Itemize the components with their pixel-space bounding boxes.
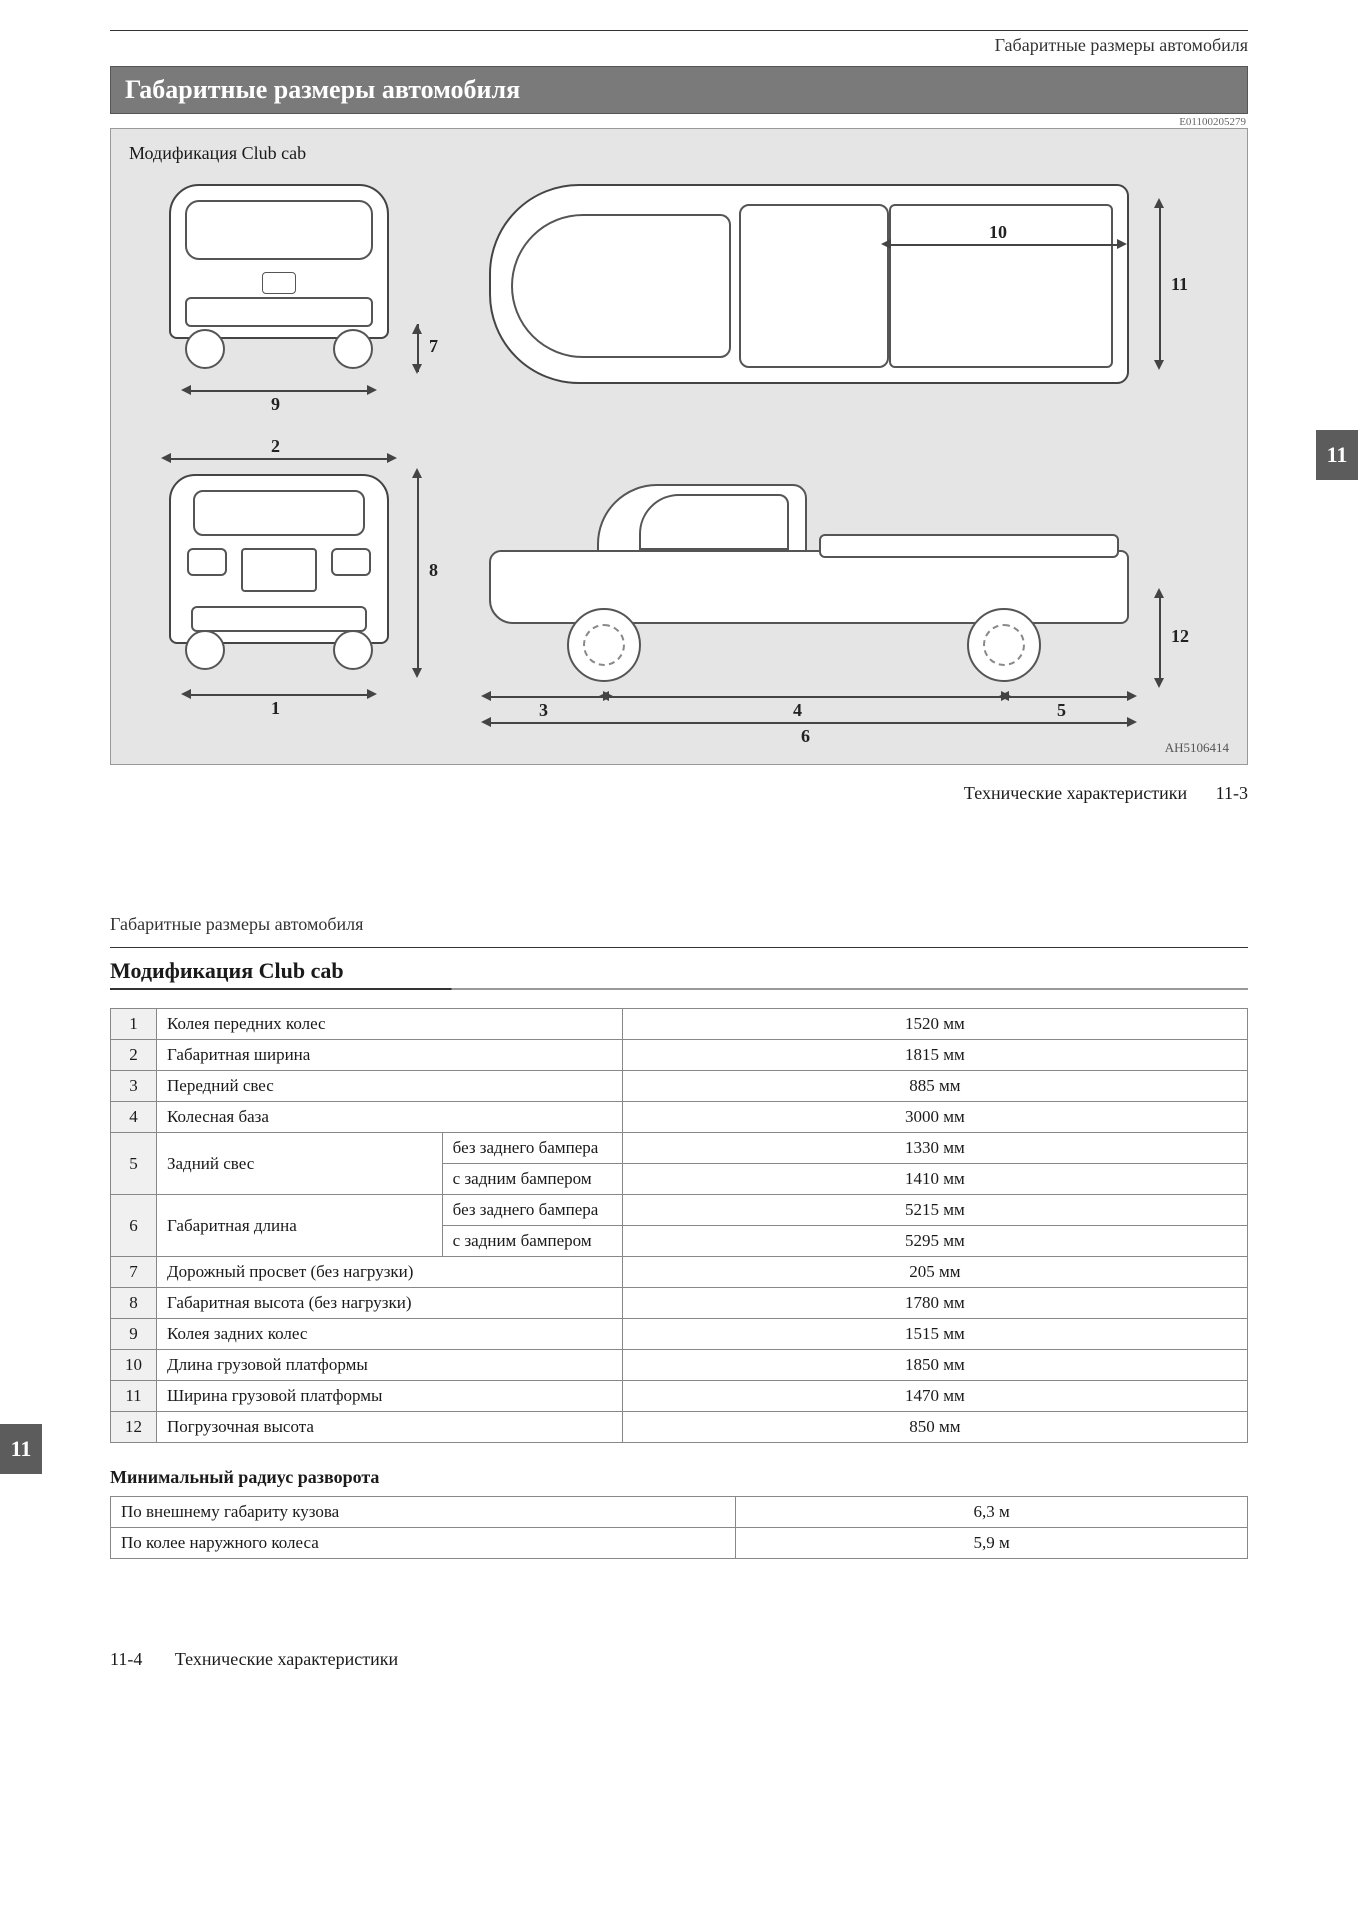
row-index: 10 xyxy=(111,1350,157,1381)
section-title: Модификация Club cab xyxy=(110,958,1248,984)
row-value: 850 мм xyxy=(622,1412,1247,1443)
row-label: Дорожный просвет (без нагрузки) xyxy=(157,1257,623,1288)
row-value: 3000 мм xyxy=(622,1102,1247,1133)
section-title-bar: Габаритные размеры автомобиля xyxy=(110,66,1248,114)
row-index: 3 xyxy=(111,1071,157,1102)
turning-radius-title: Минимальный радиус разворота xyxy=(110,1467,1248,1488)
row-label: Колея задних колес xyxy=(157,1319,623,1350)
page1-footer: Технические характеристики 11-3 xyxy=(110,783,1248,804)
reference-code: E01100205279 xyxy=(110,116,1246,128)
row-value: 1410 мм xyxy=(622,1164,1247,1195)
page2-footer: 11-4 Технические характеристики xyxy=(110,1649,1248,1670)
row-sublabel: без заднего бампера xyxy=(442,1195,622,1226)
diagram-panel: Модификация Club cab 7 9 xyxy=(110,128,1248,765)
row-value: 1515 мм xyxy=(622,1319,1247,1350)
running-header: Габаритные размеры автомобиля xyxy=(110,35,1248,56)
row-label: Габаритная ширина xyxy=(157,1040,623,1071)
row-index: 5 xyxy=(111,1133,157,1195)
running-header-2: Габаритные размеры автомобиля xyxy=(110,914,1248,935)
dim-label-6: 6 xyxy=(801,726,810,747)
dim-label-2: 2 xyxy=(271,436,280,457)
row-value: 885 мм xyxy=(622,1071,1247,1102)
front-wheel xyxy=(185,630,225,670)
dim-label-3: 3 xyxy=(539,700,548,721)
row-index: 4 xyxy=(111,1102,157,1133)
row-index: 11 xyxy=(111,1381,157,1412)
row-label: Колесная база xyxy=(157,1102,623,1133)
rear-wheel xyxy=(333,329,373,369)
side-rear-wheel xyxy=(967,608,1041,682)
dim-label-7: 7 xyxy=(429,336,438,357)
turn-row-label: По внешнему габариту кузова xyxy=(111,1497,736,1528)
page-2: 11 Габаритные размеры автомобиля Модифик… xyxy=(0,864,1358,1730)
row-label: Погрузочная высота xyxy=(157,1412,623,1443)
rear-wheel xyxy=(185,329,225,369)
dimensions-table: 1Колея передних колес1520 мм2Габаритная … xyxy=(110,1008,1248,1443)
dim-label-1: 1 xyxy=(271,698,280,719)
front-wheel xyxy=(333,630,373,670)
row-value: 1850 мм xyxy=(622,1350,1247,1381)
row-value: 1780 мм xyxy=(622,1288,1247,1319)
row-sublabel: с задним бампером xyxy=(442,1164,622,1195)
top-rule xyxy=(110,30,1248,31)
page-1: 11 Габаритные размеры автомобиля Габарит… xyxy=(0,0,1358,864)
side-front-wheel xyxy=(567,608,641,682)
row-sublabel: с задним бампером xyxy=(442,1226,622,1257)
diagram-caption: Модификация Club cab xyxy=(129,143,1229,164)
row-label: Задний свес xyxy=(157,1133,443,1195)
dim-label-8: 8 xyxy=(429,560,438,581)
row-value: 1470 мм xyxy=(622,1381,1247,1412)
row-value: 1520 мм xyxy=(622,1009,1247,1040)
row-value: 1815 мм xyxy=(622,1040,1247,1071)
diagram-area: 7 9 10 11 xyxy=(129,174,1229,734)
turn-row-value: 5,9 м xyxy=(736,1528,1248,1559)
row-label: Колея передних колес xyxy=(157,1009,623,1040)
row-label: Ширина грузовой платформы xyxy=(157,1381,623,1412)
dim-label-4: 4 xyxy=(793,700,802,721)
vehicle-rear-view xyxy=(169,184,389,339)
turn-row-value: 6,3 м xyxy=(736,1497,1248,1528)
footer-section: Технические характеристики xyxy=(964,783,1187,803)
row-index: 8 xyxy=(111,1288,157,1319)
row-label: Габаритная высота (без нагрузки) xyxy=(157,1288,623,1319)
row-index: 9 xyxy=(111,1319,157,1350)
row-label: Габаритная длина xyxy=(157,1195,443,1257)
row-index: 1 xyxy=(111,1009,157,1040)
row-value: 5215 мм xyxy=(622,1195,1247,1226)
footer-section-2: Технические характеристики xyxy=(175,1649,398,1669)
row-index: 7 xyxy=(111,1257,157,1288)
dim-label-11: 11 xyxy=(1171,274,1188,295)
dim-label-9: 9 xyxy=(271,394,280,415)
row-value: 1330 мм xyxy=(622,1133,1247,1164)
dim-label-12: 12 xyxy=(1171,626,1189,647)
footer-page-number: 11-3 xyxy=(1216,783,1248,803)
row-index: 2 xyxy=(111,1040,157,1071)
row-sublabel: без заднего бампера xyxy=(442,1133,622,1164)
row-label: Длина грузовой платформы xyxy=(157,1350,623,1381)
row-index: 12 xyxy=(111,1412,157,1443)
section-rule xyxy=(110,947,1248,948)
section-underline xyxy=(110,988,1248,990)
footer-page-number-2: 11-4 xyxy=(110,1649,142,1669)
row-value: 5295 мм xyxy=(622,1226,1247,1257)
row-index: 6 xyxy=(111,1195,157,1257)
turning-radius-table: По внешнему габариту кузова6,3 мПо колее… xyxy=(110,1496,1248,1559)
row-value: 205 мм xyxy=(622,1257,1247,1288)
chapter-tab-left: 11 xyxy=(0,1424,42,1474)
diagram-footer-code: AH5106414 xyxy=(129,740,1229,756)
dim-label-10: 10 xyxy=(989,222,1007,243)
vehicle-front-view xyxy=(169,474,389,644)
vehicle-top-view xyxy=(489,184,1129,384)
chapter-tab-right: 11 xyxy=(1316,430,1358,480)
dim-label-5: 5 xyxy=(1057,700,1066,721)
turn-row-label: По колее наружного колеса xyxy=(111,1528,736,1559)
row-label: Передний свес xyxy=(157,1071,623,1102)
